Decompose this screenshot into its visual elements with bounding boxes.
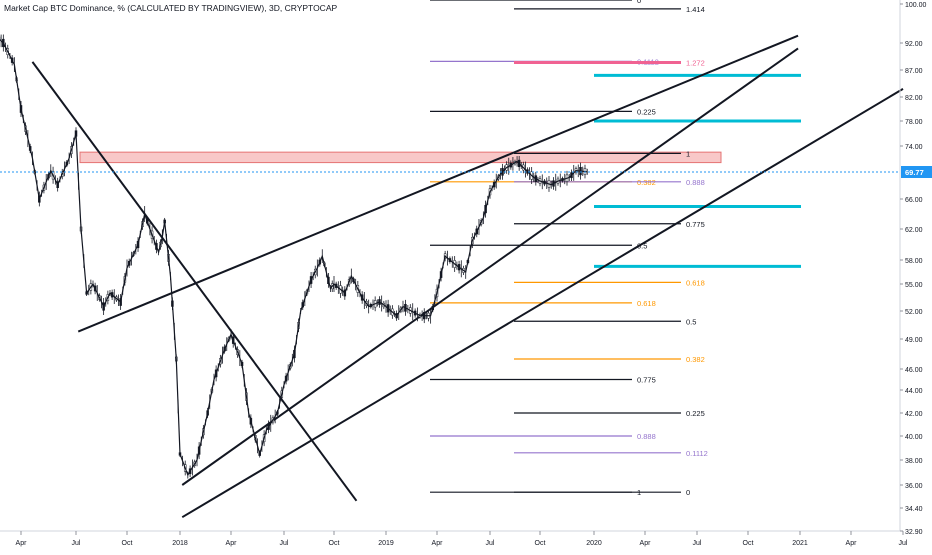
falling-wedge-lower-trendline — [181, 88, 904, 519]
time-tick-label-10: Oct — [535, 540, 546, 547]
time-tick-label-0: Apr — [16, 540, 28, 547]
price-tick-label-10: 55.00 — [905, 282, 923, 289]
price-tick-label-20: 32.90 — [905, 529, 923, 536]
fib-level-label-17: 0.1112 — [686, 449, 708, 458]
time-tick-label-16: Apr — [846, 540, 858, 547]
price-tick-label-5: 74.00 — [905, 144, 923, 151]
trendlines-layer — [31, 34, 904, 519]
time-tick-label-8: Apr — [432, 540, 444, 547]
price-tick-label-18: 36.00 — [905, 483, 923, 490]
price-tick-label-4: 78.00 — [905, 119, 923, 126]
fib-level-label-10: 0.618 — [686, 278, 705, 287]
time-tick-label-4: Apr — [226, 540, 238, 547]
resistance-zone-layer — [79, 151, 722, 164]
fib-level-label-5: 1 — [686, 149, 690, 158]
price-series-line — [0, 38, 588, 477]
fib-level-label-16: 0.888 — [637, 432, 656, 441]
fib-level-label-0: 0 — [637, 0, 641, 5]
time-tick-label-9: Jul — [486, 540, 495, 547]
price-tick-label-13: 46.00 — [905, 367, 923, 374]
wedge-lower-trendline — [181, 47, 799, 486]
falling-wedge-upper-trendline — [31, 61, 358, 502]
time-tick-label-5: Jul — [280, 540, 289, 547]
time-tick-label-17: Jul — [899, 540, 908, 547]
fib-level-label-9: 0.5 — [637, 241, 647, 250]
time-tick-label-7: 2019 — [378, 540, 394, 547]
price-tick-label-1: 92.00 — [905, 41, 923, 48]
resistance-zone — [79, 151, 722, 164]
fib-level-label-19: 0 — [686, 488, 690, 497]
chart-title: Market Cap BTC Dominance, % (CALCULATED … — [4, 3, 338, 13]
price-tick-label-0: 100.00 — [905, 2, 927, 9]
price-tick-label-14: 44.00 — [905, 388, 923, 395]
fib-level-label-7: 0.888 — [686, 178, 705, 187]
price-tick-label-11: 52.00 — [905, 309, 923, 316]
fib-level-label-4: 0.225 — [637, 107, 656, 116]
price-tick-label-19: 34.40 — [905, 506, 923, 513]
price-layer — [0, 34, 588, 479]
current-price-tag — [901, 166, 932, 178]
time-tick-label-6: Oct — [329, 540, 340, 547]
wedge-upper-trendline — [77, 34, 799, 333]
time-tick-label-15: 2021 — [792, 540, 808, 547]
price-tick-label-9: 58.00 — [905, 258, 923, 265]
fib-level-label-11: 0.618 — [637, 299, 656, 308]
time-tick-label-11: 2020 — [586, 540, 602, 547]
fib-level-label-14: 0.775 — [637, 376, 656, 385]
time-tick-label-13: Jul — [693, 540, 702, 547]
time-tick-label-12: Apr — [640, 540, 652, 547]
price-tick-label-3: 82.00 — [905, 95, 923, 102]
price-tick-label-15: 42.00 — [905, 411, 923, 418]
time-tick-label-3: 2018 — [172, 540, 188, 547]
fib-level-label-1: 1.414 — [686, 5, 705, 14]
fib-level-label-15: 0.225 — [686, 409, 705, 418]
price-tick-label-7: 66.00 — [905, 197, 923, 204]
time-tick-label-14: Oct — [743, 540, 754, 547]
price-tick-label-12: 49.00 — [905, 337, 923, 344]
current-price-label: 69.77 — [905, 168, 924, 177]
price-tick-label-17: 38.00 — [905, 458, 923, 465]
price-tick-label-2: 87.00 — [905, 68, 923, 75]
fib-level-label-3: 1.272 — [686, 58, 705, 67]
target-levels-layer — [594, 73, 801, 268]
time-tick-label-2: Oct — [122, 540, 133, 547]
fib-level-label-13: 0.382 — [686, 355, 705, 364]
price-tick-label-16: 40.00 — [905, 434, 923, 441]
price-tick-label-8: 62.00 — [905, 227, 923, 234]
fib-level-label-12: 0.5 — [686, 317, 696, 326]
time-tick-label-1: Jul — [72, 540, 81, 547]
fib-level-label-8: 0.775 — [686, 220, 705, 229]
